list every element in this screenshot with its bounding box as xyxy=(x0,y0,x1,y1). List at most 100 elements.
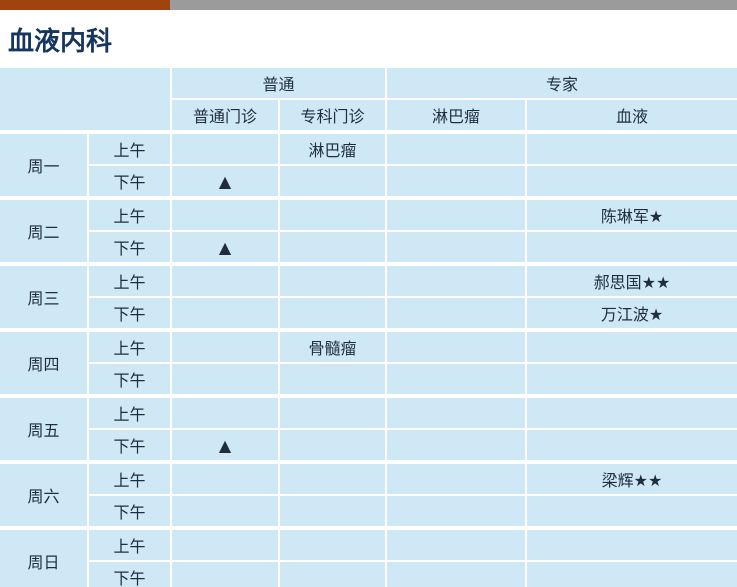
cell-lymphoma xyxy=(387,364,526,394)
header-col-blood: 血液 xyxy=(527,100,737,130)
schedule-row-sun-pm: 下午 xyxy=(0,562,737,587)
schedule-table-wrap: 普通 专家 普通门诊 专科门诊 淋巴瘤 血液 周一 上午 淋巴瘤 xyxy=(0,66,737,587)
cell-lymphoma xyxy=(387,264,526,296)
time-label: 下午 xyxy=(89,298,170,328)
cell-general-clinic xyxy=(172,562,278,587)
header-group-row: 普通 专家 xyxy=(0,68,737,130)
time-label: 下午 xyxy=(89,562,170,587)
schedule-row-sat-am: 周六 上午 梁辉★★ xyxy=(0,462,737,526)
cell-general-clinic xyxy=(172,132,278,164)
cell-blood xyxy=(527,528,737,560)
time-label: 上午 xyxy=(89,132,170,164)
cell-specialty-clinic xyxy=(280,462,386,494)
cell-lymphoma xyxy=(387,232,526,262)
cell-specialty-clinic xyxy=(280,166,386,196)
day-label: 周日 xyxy=(0,528,87,587)
header-col-general-clinic: 普通门诊 xyxy=(172,100,278,130)
cell-blood xyxy=(527,232,737,262)
schedule-row-tue-pm: 下午 ▲ xyxy=(0,232,737,262)
header-col-specialty-clinic: 专科门诊 xyxy=(280,100,386,130)
schedule-row-wed-am: 周三 上午 郝思国★★ xyxy=(0,264,737,328)
cell-specialty-clinic xyxy=(280,298,386,328)
cell-blood xyxy=(527,430,737,460)
cell-general-clinic xyxy=(172,330,278,362)
cell-blood: 陈琳军★ xyxy=(527,198,737,230)
cell-lymphoma xyxy=(387,528,526,560)
cell-blood xyxy=(527,132,737,164)
cell-blood xyxy=(527,364,737,394)
cell-blood xyxy=(527,166,737,196)
header-corner-cell xyxy=(0,68,170,130)
schedule-row-fri-am: 周五 上午 xyxy=(0,396,737,460)
page-title: 血液内科 xyxy=(8,27,113,57)
schedule-row-mon-am: 周一 上午 淋巴瘤 xyxy=(0,132,737,196)
cell-lymphoma xyxy=(387,562,526,587)
schedule-row-sat-pm: 下午 xyxy=(0,496,737,526)
cell-general-clinic: ▲ xyxy=(172,430,278,460)
accent-bar-orange-segment xyxy=(0,0,170,10)
cell-general-clinic: ▲ xyxy=(172,232,278,262)
cell-lymphoma xyxy=(387,330,526,362)
cell-specialty-clinic xyxy=(280,562,386,587)
cell-specialty-clinic xyxy=(280,264,386,296)
header-group-expert: 专家 xyxy=(387,68,737,98)
cell-general-clinic xyxy=(172,396,278,428)
time-label: 上午 xyxy=(89,330,170,362)
time-label: 下午 xyxy=(89,166,170,196)
cell-blood xyxy=(527,330,737,362)
schedule-row-wed-pm: 下午 万江波★ xyxy=(0,298,737,328)
cell-blood: 郝思国★★ xyxy=(527,264,737,296)
cell-general-clinic xyxy=(172,462,278,494)
header-columns-row: 普通门诊 专科门诊 淋巴瘤 血液 xyxy=(0,100,737,130)
day-label: 周四 xyxy=(0,330,87,394)
schedule-row-thu-pm: 下午 xyxy=(0,364,737,394)
cell-general-clinic: ▲ xyxy=(172,166,278,196)
accent-bar-gray-segment xyxy=(170,0,737,10)
cell-blood: 梁辉★★ xyxy=(527,462,737,494)
day-label: 周三 xyxy=(0,264,87,328)
cell-blood xyxy=(527,396,737,428)
cell-general-clinic xyxy=(172,298,278,328)
cell-lymphoma xyxy=(387,462,526,494)
cell-lymphoma xyxy=(387,396,526,428)
schedule-row-thu-am: 周四 上午 骨髓瘤 xyxy=(0,330,737,394)
cell-lymphoma xyxy=(387,166,526,196)
time-label: 下午 xyxy=(89,232,170,262)
day-label: 周六 xyxy=(0,462,87,526)
time-label: 上午 xyxy=(89,396,170,428)
cell-general-clinic xyxy=(172,198,278,230)
time-label: 上午 xyxy=(89,462,170,494)
accent-bar xyxy=(0,0,737,10)
cell-lymphoma xyxy=(387,298,526,328)
cell-specialty-clinic xyxy=(280,528,386,560)
schedule-row-tue-am: 周二 上午 陈琳军★ xyxy=(0,198,737,262)
day-label: 周二 xyxy=(0,198,87,262)
time-label: 上午 xyxy=(89,264,170,296)
cell-specialty-clinic xyxy=(280,496,386,526)
header-group-general: 普通 xyxy=(172,68,386,98)
cell-specialty-clinic xyxy=(280,396,386,428)
time-label: 下午 xyxy=(89,364,170,394)
header-col-lymphoma: 淋巴瘤 xyxy=(387,100,526,130)
time-label: 下午 xyxy=(89,496,170,526)
cell-specialty-clinic xyxy=(280,198,386,230)
cell-blood: 万江波★ xyxy=(527,298,737,328)
cell-general-clinic xyxy=(172,364,278,394)
cell-specialty-clinic xyxy=(280,232,386,262)
time-label: 下午 xyxy=(89,430,170,460)
schedule-row-sun-am: 周日 上午 xyxy=(0,528,737,587)
cell-blood xyxy=(527,562,737,587)
cell-general-clinic xyxy=(172,528,278,560)
cell-lymphoma xyxy=(387,132,526,164)
cell-general-clinic xyxy=(172,264,278,296)
cell-specialty-clinic: 骨髓瘤 xyxy=(280,330,386,362)
time-label: 上午 xyxy=(89,198,170,230)
schedule-row-fri-pm: 下午 ▲ xyxy=(0,430,737,460)
cell-lymphoma xyxy=(387,430,526,460)
cell-general-clinic xyxy=(172,496,278,526)
cell-specialty-clinic xyxy=(280,364,386,394)
cell-specialty-clinic xyxy=(280,430,386,460)
cell-specialty-clinic: 淋巴瘤 xyxy=(280,132,386,164)
day-label: 周五 xyxy=(0,396,87,460)
